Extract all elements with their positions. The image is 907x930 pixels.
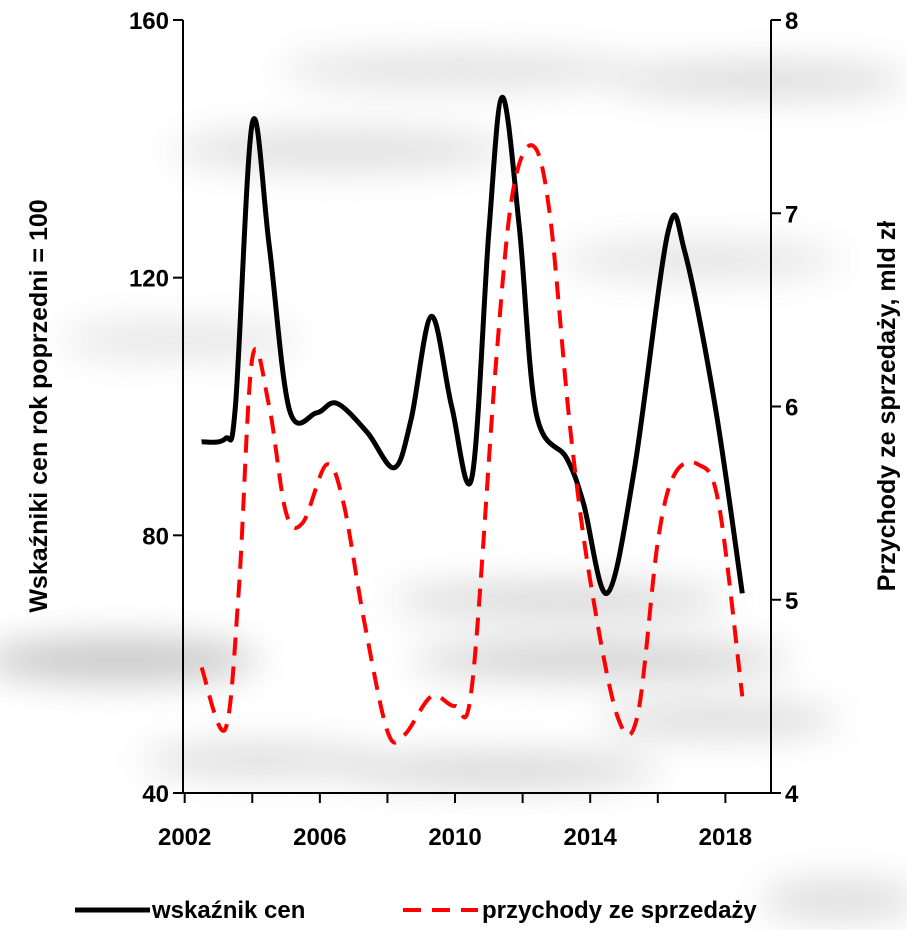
y-right-axis-title: Przychody ze sprzedaży, mld zł <box>873 221 901 592</box>
y-right-tick-label: 4 <box>785 781 799 808</box>
y-left-tick-label: 160 <box>129 8 169 35</box>
y-right-tick-label: 7 <box>785 201 798 228</box>
x-tick-label: 2006 <box>293 824 346 851</box>
legend-label-wskaznik-cen: wskaźnik cen <box>151 897 305 924</box>
y-right-tick-label: 8 <box>785 8 798 35</box>
y-right-tick-label: 6 <box>785 395 798 422</box>
y-right-tick-label: 5 <box>785 588 798 615</box>
series-line-przychody <box>199 143 745 745</box>
series-line-wskaznik-cen <box>201 94 745 596</box>
x-tick-label: 2010 <box>428 824 481 851</box>
legend-label-przychody: przychody ze sprzedaży <box>482 897 757 924</box>
labels-layer: 40 80 120 160 4 5 6 7 8 2002 2006 2010 2014 2018 <box>129 8 799 851</box>
y-left-axis-title: Wskaźniki cen rok poprzedni = 100 <box>25 199 53 612</box>
y-left-tick-label: 40 <box>142 781 169 808</box>
y-left-tick-label: 80 <box>142 523 169 550</box>
axes <box>173 19 781 803</box>
series-layer <box>199 94 745 745</box>
x-tick-label: 2002 <box>158 824 211 851</box>
x-tick-label: 2014 <box>564 824 618 851</box>
y-left-tick-label: 120 <box>129 266 169 293</box>
x-tick-label: 2018 <box>699 824 752 851</box>
legend: wskaźnik cen przychody ze sprzedaży <box>75 897 757 924</box>
